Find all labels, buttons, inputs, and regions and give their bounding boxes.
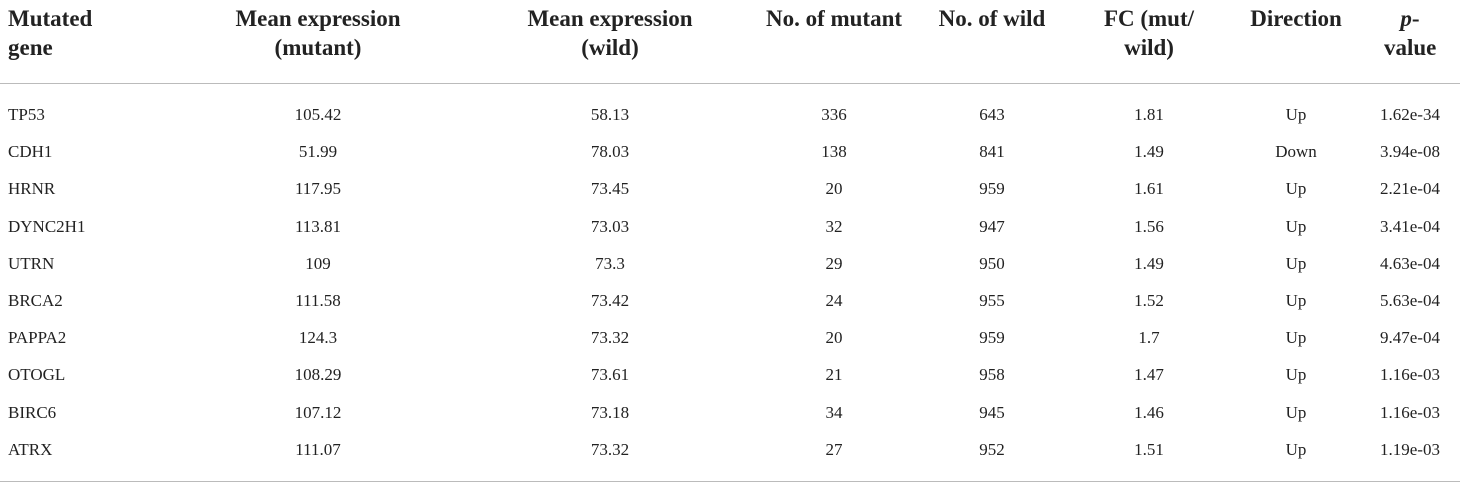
table-cell: BIRC6	[8, 402, 57, 422]
table-cell: 21	[825, 365, 843, 385]
table-cell: 113.81	[294, 216, 342, 236]
table-cell: 105.42	[294, 105, 342, 124]
table-cell: Up	[1285, 105, 1307, 124]
table-cell: 2.21e-04	[1380, 179, 1440, 199]
table-cell: 1.52	[1134, 291, 1164, 310]
table-cell: Up	[1285, 179, 1307, 199]
table-cell: 643	[979, 105, 1005, 124]
table-cell: 78.03	[590, 142, 630, 162]
table-cell: 336	[821, 105, 847, 124]
table-cell: TP53	[8, 105, 45, 124]
table-cell: 947	[979, 216, 1005, 236]
table-cell: 73.3	[595, 253, 625, 273]
table-cell: Down	[1275, 142, 1317, 162]
table-cell: 34	[825, 402, 843, 422]
table-cell: 1.16e-03	[1380, 365, 1440, 385]
column-header: FC (mut/ wild)	[1103, 6, 1195, 60]
table-cell: 73.61	[590, 365, 630, 385]
table-cell: 1.56	[1134, 216, 1164, 236]
table-cell: 1.7	[1138, 328, 1160, 348]
table-cell: 32	[825, 216, 843, 236]
table-cell: 73.42	[590, 291, 630, 310]
table-cell: Up	[1285, 216, 1307, 236]
table-cell: 4.63e-04	[1380, 253, 1440, 273]
table-cell: 107.12	[294, 402, 342, 422]
table-cell: 952	[979, 439, 1005, 459]
table-cell: 841	[979, 142, 1005, 162]
table-cell: CDH1	[8, 142, 53, 162]
table-cell: 58.13	[590, 105, 630, 124]
column-header: No. of wild	[938, 6, 1046, 31]
table-cell: 1.81	[1134, 105, 1164, 124]
table-cell: 73.32	[590, 439, 630, 459]
column-header: Mean expression (wild)	[527, 6, 693, 60]
table-cell: DYNC2H1	[8, 216, 86, 236]
table-cell: 29	[825, 253, 843, 273]
table-cell: Up	[1285, 439, 1307, 459]
bottom-rule	[0, 481, 1460, 482]
table-cell: 1.62e-34	[1380, 105, 1440, 124]
table-cell: 51.99	[298, 142, 338, 162]
table-cell: 73.18	[590, 402, 630, 422]
table-cell: 3.41e-04	[1380, 216, 1440, 236]
table-cell: Up	[1285, 365, 1307, 385]
table-cell: HRNR	[8, 179, 56, 199]
table-cell: PAPPA2	[8, 328, 67, 348]
table-cell: BRCA2	[8, 291, 63, 310]
header-rule	[0, 83, 1460, 84]
table-cell: 958	[979, 365, 1005, 385]
table-cell: 959	[979, 328, 1005, 348]
column-header: Mean expression (mutant)	[235, 6, 401, 60]
table-cell: 3.94e-08	[1380, 142, 1440, 162]
column-header: Direction	[1250, 6, 1342, 31]
table-cell: 1.19e-03	[1380, 439, 1440, 459]
table-cell: 955	[979, 291, 1005, 310]
table-cell: 111.58	[295, 291, 341, 310]
table-cell: 108.29	[294, 365, 342, 385]
column-header: No. of mutant	[765, 6, 903, 31]
table-cell: Up	[1285, 253, 1307, 273]
table-cell: UTRN	[8, 253, 55, 273]
table-cell: Up	[1285, 291, 1307, 310]
table-cell: 109	[305, 253, 331, 273]
table-cell: 73.32	[590, 328, 630, 348]
table-cell: 1.51	[1134, 439, 1164, 459]
table-cell: 20	[825, 179, 843, 199]
table-cell: 959	[979, 179, 1005, 199]
table-cell: 117.95	[294, 179, 342, 199]
table-cell: 1.49	[1134, 142, 1164, 162]
table-cell: 1.49	[1134, 253, 1164, 273]
column-header: Mutated gene	[8, 6, 93, 60]
table-cell: 124.3	[298, 328, 338, 348]
table-cell: 27	[825, 439, 843, 459]
column-header: p-value	[1384, 6, 1437, 60]
table-cell: 945	[979, 402, 1005, 422]
table-cell: Up	[1285, 402, 1307, 422]
table-cell: 24	[825, 291, 843, 310]
table-cell: 111.07	[295, 439, 341, 459]
table-cell: 1.16e-03	[1380, 402, 1440, 422]
table-cell: 73.03	[590, 216, 630, 236]
table-cell: 1.46	[1134, 402, 1164, 422]
table-cell: 138	[821, 142, 847, 162]
table-cell: 5.63e-04	[1380, 291, 1440, 310]
table-cell: 950	[979, 253, 1005, 273]
table-cell: 20	[825, 328, 843, 348]
table-cell: ATRX	[8, 439, 53, 459]
table-cell: 73.45	[590, 179, 630, 199]
table-cell: Up	[1285, 328, 1307, 348]
table-cell: 1.61	[1134, 179, 1164, 199]
table-cell: 1.47	[1134, 365, 1164, 385]
table-cell: OTOGL	[8, 365, 66, 385]
table-cell: 9.47e-04	[1380, 328, 1440, 348]
